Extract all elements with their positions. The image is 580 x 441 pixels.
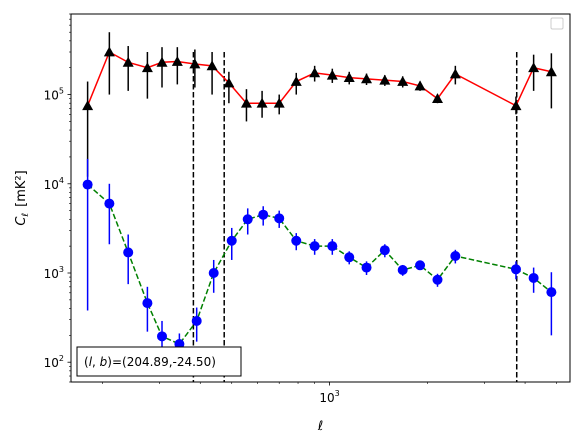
y-tick-label-base: 10 <box>44 267 59 281</box>
series-0-point-23 <box>528 62 540 73</box>
y-tick-label-exponent: 4 <box>59 176 64 185</box>
series-1-point-5 <box>174 338 185 349</box>
axes-frame <box>70 13 571 383</box>
series-1-point-2 <box>123 247 134 258</box>
series-0-point-5 <box>171 55 183 66</box>
series-0-point-4 <box>156 56 168 67</box>
series-1-point-22 <box>510 264 521 275</box>
y-tick-label-base: 10 <box>44 89 59 103</box>
series-0-point-16 <box>361 73 373 84</box>
y-tick-label-base: 10 <box>44 356 59 370</box>
series-1-point-13 <box>309 241 320 252</box>
series-0-point-15 <box>343 72 355 82</box>
series-1-point-14 <box>327 241 338 252</box>
series-1-point-8 <box>226 235 237 246</box>
axis-ticks <box>67 13 557 386</box>
annotation-comma: , <box>92 355 100 369</box>
series-1-point-0 <box>82 179 93 190</box>
series-1-point-1 <box>104 198 115 209</box>
series-0-point-10 <box>256 97 268 108</box>
series-0-point-12 <box>290 76 302 86</box>
series-0-point-3 <box>141 62 153 73</box>
annotation-text: (l, b)=(204.89,-24.50) <box>84 355 216 369</box>
series-0-point-7 <box>206 60 218 71</box>
y-axis-label: Cℓ [mK²] <box>14 170 31 225</box>
series-1-point-12 <box>291 235 302 246</box>
series-1-point-15 <box>344 252 355 263</box>
x-axis-label: ℓ <box>317 419 323 434</box>
x-tick-label-exponent: 3 <box>335 389 340 398</box>
series-0-point-1 <box>103 46 115 57</box>
y-axis-label-main: C <box>14 216 29 226</box>
x-tick-label-0: 103 <box>319 389 339 405</box>
series-0-point-20 <box>431 93 443 104</box>
series-1-point-11 <box>274 213 285 224</box>
y-tick-label-exponent: 3 <box>59 265 64 274</box>
series-0-point-18 <box>397 76 409 86</box>
x-tick-label-base: 10 <box>319 391 334 405</box>
annotation-b: b <box>100 355 108 369</box>
series-0-point-24 <box>545 66 557 77</box>
annotation-values: )=(204.89,-24.50) <box>107 355 216 369</box>
series-1-point-20 <box>432 274 443 285</box>
y-tick-label-0: 102 <box>44 354 64 370</box>
series-0-point-17 <box>379 74 391 85</box>
annotation-box <box>76 346 242 377</box>
series-1-point-6 <box>191 315 202 326</box>
series-0-point-2 <box>122 56 134 67</box>
series-0-point-0 <box>82 100 94 111</box>
series-0-point-14 <box>326 69 338 80</box>
y-tick-label-exponent: 2 <box>59 354 64 363</box>
series-1-point-24 <box>546 287 557 298</box>
series-0-point-8 <box>223 77 235 88</box>
y-tick-label-1: 103 <box>44 265 64 281</box>
series-0-point-13 <box>309 67 321 78</box>
series-1-point-17 <box>379 245 390 256</box>
series-0-point-22 <box>510 100 522 111</box>
y-tick-label-3: 105 <box>44 87 64 103</box>
y-axis-label-subscript: ℓ <box>21 213 31 218</box>
y-tick-label-2: 104 <box>44 176 64 192</box>
series-0-point-21 <box>449 68 461 79</box>
y-axis-label-unit: [mK²] <box>14 170 29 207</box>
coordinate-annotation: (l, b)=(204.89,-24.50) <box>76 346 242 377</box>
series-1-point-4 <box>157 331 168 342</box>
plot-area <box>82 32 557 382</box>
legend-box <box>550 17 564 30</box>
series-1-point-19 <box>415 260 426 271</box>
series-1-point-7 <box>208 267 219 278</box>
series-0-point-11 <box>273 97 285 108</box>
series-1-point-16 <box>361 262 372 273</box>
series-0-point-6 <box>189 58 201 69</box>
series-1-point-21 <box>450 251 461 262</box>
series-0-point-19 <box>414 80 426 91</box>
series-1-point-9 <box>242 214 253 225</box>
series-1-point-3 <box>142 298 153 309</box>
y-tick-label-exponent: 5 <box>59 87 64 96</box>
annotation-l: l <box>89 355 93 369</box>
series-1-point-23 <box>528 272 539 283</box>
y-tick-label-base: 10 <box>44 178 59 192</box>
series-1-point-18 <box>397 265 408 276</box>
series-0-point-9 <box>240 97 252 108</box>
annotation-open: ( <box>84 355 89 369</box>
series-1-point-10 <box>258 209 269 220</box>
